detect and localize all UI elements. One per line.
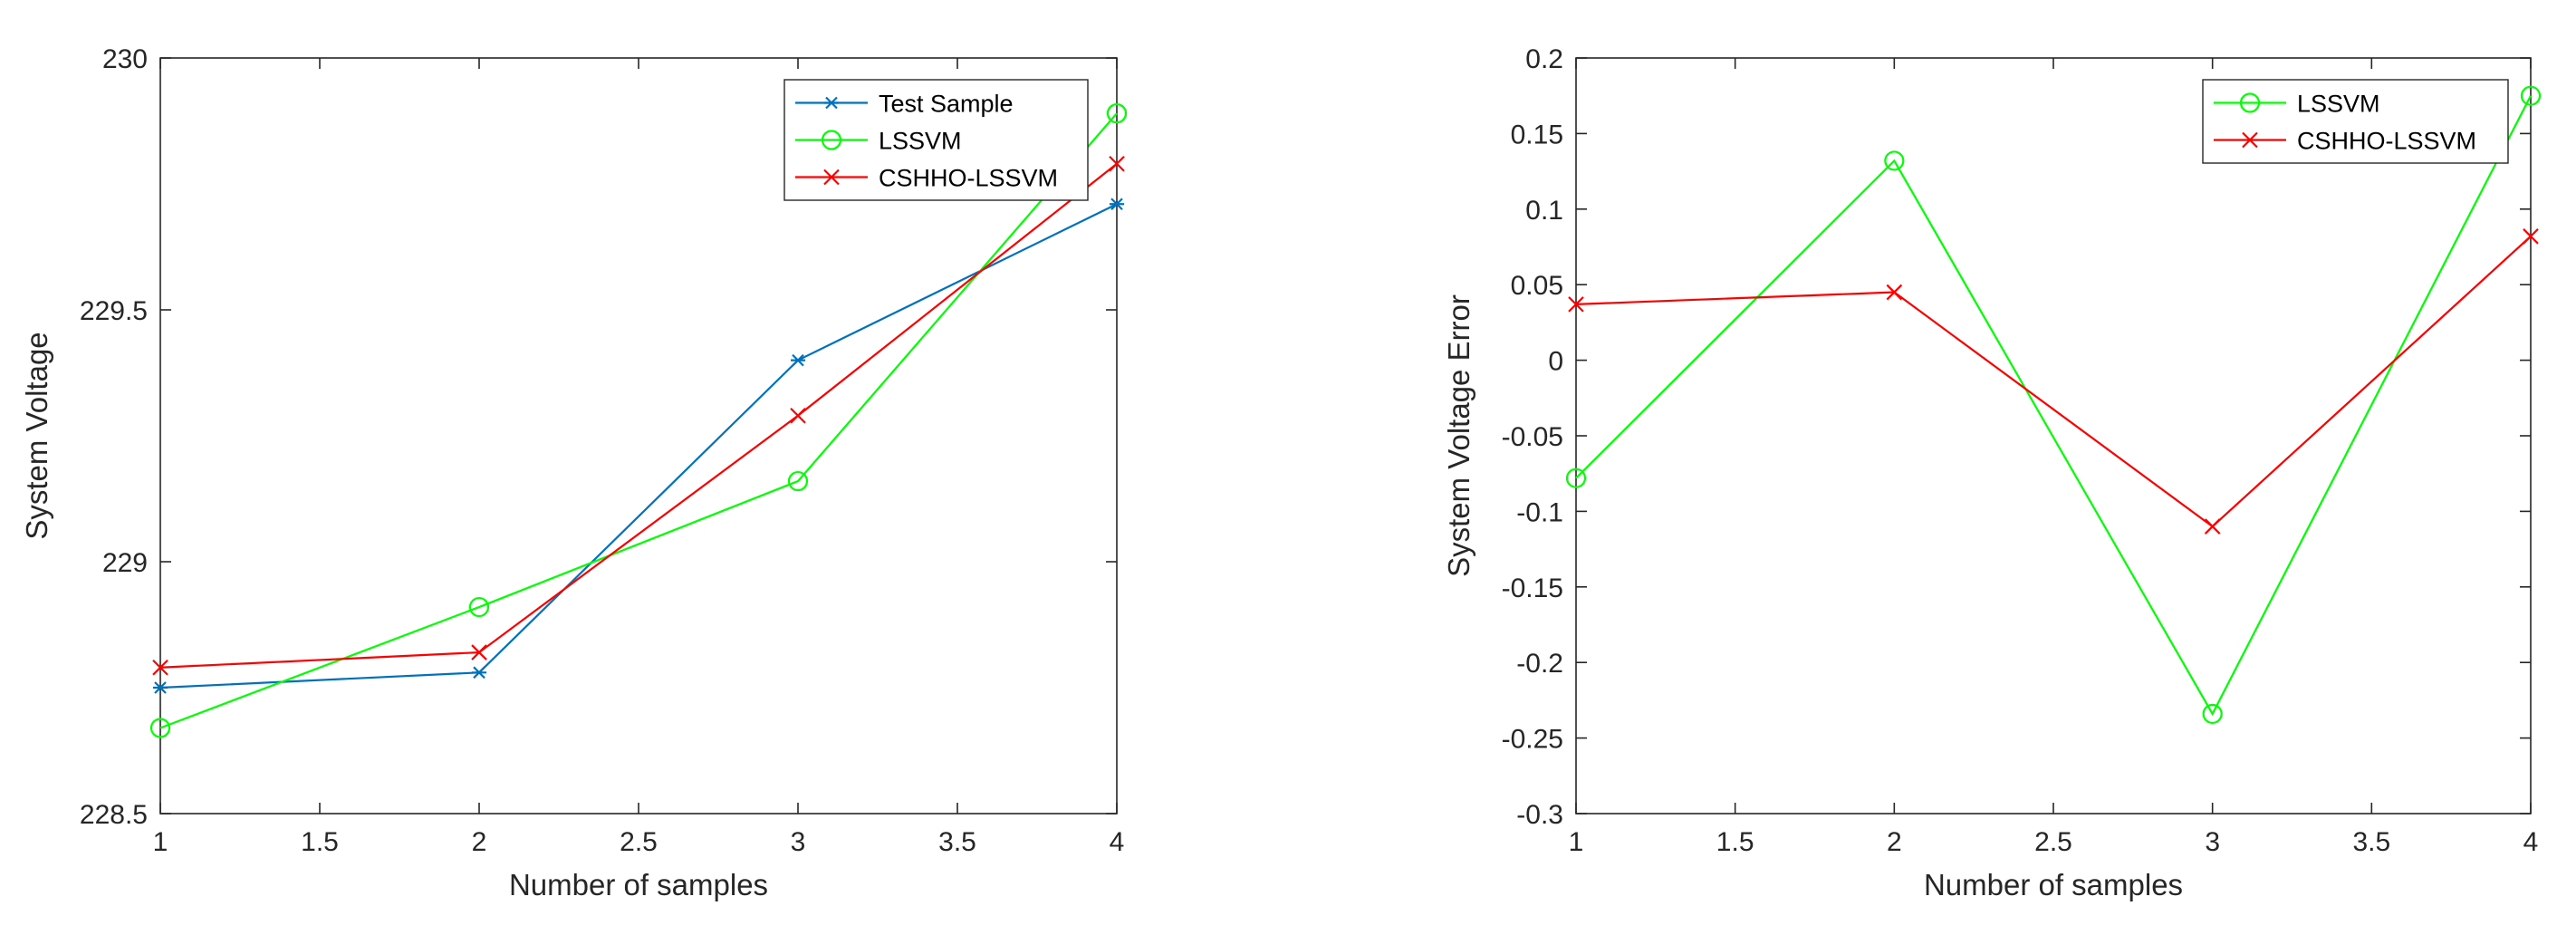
data-point — [149, 718, 171, 738]
series-line — [1575, 236, 2532, 528]
data-point — [791, 353, 805, 367]
legend: Test Sample LSSVM CSHHO-LSSVM — [783, 79, 1089, 201]
y-tick-label: 229.5 — [80, 296, 148, 326]
series-line — [159, 162, 1118, 669]
legend-marker — [824, 96, 839, 110]
y-tick-label: 0.05 — [1511, 271, 1563, 301]
y-tick-label: -0.2 — [1516, 649, 1563, 679]
x-tick-label: 1.5 — [301, 827, 339, 857]
x-tick-label: 1.5 — [1716, 827, 1754, 857]
y-tick-label: -0.3 — [1516, 800, 1563, 830]
series-line — [1575, 95, 2532, 717]
y-tick-label: -0.25 — [1502, 725, 1563, 755]
legend-label: LSSVM — [879, 128, 962, 155]
legend-marker — [823, 169, 840, 186]
data-point — [787, 470, 809, 492]
legend-label: CSHHO-LSSVM — [2297, 128, 2476, 155]
data-point — [472, 666, 486, 680]
y-tick-label: 228.5 — [80, 800, 148, 830]
data-point — [468, 596, 490, 618]
y-tick-label: 0.1 — [1525, 196, 1563, 226]
series-line — [159, 112, 1118, 729]
y-tick-label: -0.05 — [1502, 422, 1563, 452]
x-tick-label: 3.5 — [2352, 827, 2390, 857]
data-point — [1886, 284, 1903, 301]
data-point — [1106, 103, 1128, 124]
x-tick-label: 2.5 — [2034, 827, 2072, 857]
legend-marker — [821, 130, 842, 150]
series-cshho-lssvm — [1568, 228, 2539, 535]
series-lssvm — [1565, 85, 2542, 725]
y-tick-label: 229 — [102, 548, 148, 578]
x-tick-label: 2 — [472, 827, 487, 857]
x-tick-label: 1 — [1569, 827, 1584, 857]
voltage-error-chart: 1 1.5 2 2.5 3 3.5 4 -0.3 -0.25 -0.2 -0.15 -0.1 -0.05… — [1442, 44, 2542, 901]
legend: LSSVM CSHHO-LSSVM — [2202, 79, 2509, 164]
data-point — [2202, 703, 2223, 725]
legend-label: LSSVM — [2297, 91, 2380, 118]
series-cshho-lssvm — [152, 155, 1125, 676]
x-tick-label: 4 — [2523, 827, 2539, 857]
y-tick-label: 0.15 — [1511, 120, 1563, 149]
x-tick-label: 1 — [153, 827, 168, 857]
x-tick-label: 3 — [791, 827, 806, 857]
series-test-sample — [153, 198, 1124, 694]
data-point — [2520, 85, 2542, 106]
x-axis-label: Number of samples — [1924, 868, 2183, 901]
y-axis-label: System Voltage — [20, 332, 53, 539]
data-point — [152, 659, 168, 676]
data-point — [790, 407, 806, 424]
series-lssvm — [149, 103, 1128, 738]
y-tick-label: -0.15 — [1502, 574, 1563, 603]
data-point — [2204, 518, 2221, 535]
data-point — [1884, 150, 1905, 171]
legend-label: Test Sample — [879, 91, 1014, 118]
y-tick-label: 230 — [102, 44, 148, 74]
data-point — [1109, 155, 1125, 172]
data-point — [471, 644, 487, 660]
voltage-chart: 1 1.5 2 2.5 3 3.5 4 228.5 229 229.5 230 Number of s… — [20, 44, 1128, 901]
y-tick-label: 0 — [1548, 347, 1563, 377]
x-tick-label: 2.5 — [620, 827, 658, 857]
data-point — [1565, 468, 1587, 488]
x-tick-label: 3 — [2205, 827, 2220, 857]
x-tick-label: 3.5 — [938, 827, 976, 857]
y-tick-label: 0.2 — [1525, 44, 1563, 74]
data-point — [153, 681, 168, 694]
y-tick-label: -0.1 — [1516, 497, 1563, 527]
y-axis-label: System Voltage Error — [1442, 294, 1475, 577]
legend-marker — [2239, 92, 2261, 113]
legend-label: CSHHO-LSSVM — [879, 165, 1058, 192]
x-tick-label: 4 — [1110, 827, 1125, 857]
x-tick-label: 2 — [1887, 827, 1902, 857]
x-axis-label: Number of samples — [509, 868, 768, 901]
data-point — [1568, 296, 1584, 313]
legend-marker — [2242, 131, 2258, 149]
data-point — [1110, 198, 1124, 211]
data-point — [2523, 228, 2539, 245]
series-line — [159, 203, 1118, 689]
